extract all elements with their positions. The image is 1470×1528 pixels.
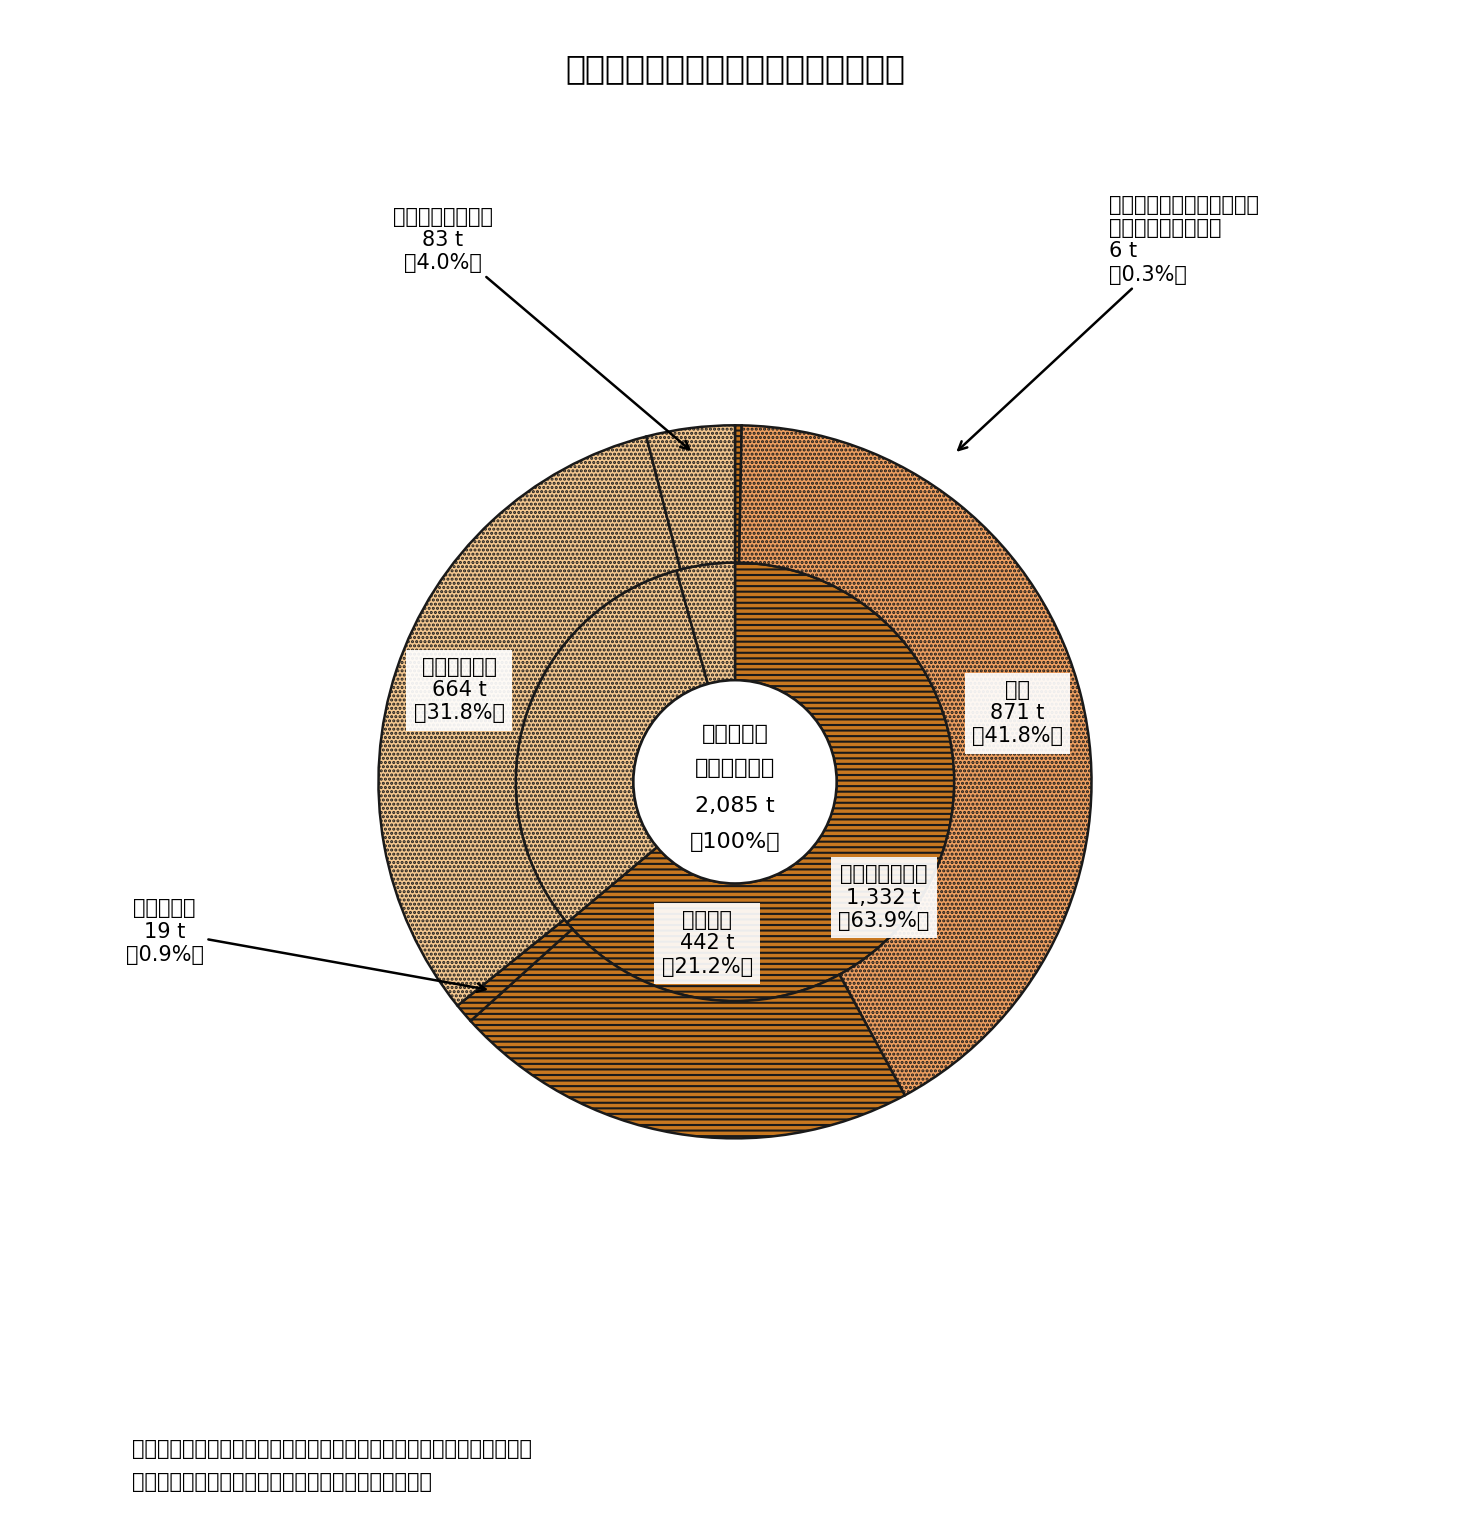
Wedge shape	[378, 437, 681, 1005]
Wedge shape	[516, 570, 709, 923]
Text: と内訳の計が一致しない場合がある（以下同じ。）。: と内訳の計が一致しない場合がある（以下同じ。）。	[132, 1471, 432, 1493]
Wedge shape	[676, 562, 735, 685]
Text: 注：　構成割合については、表示単位未満を四捨五入したため、合計値: 注： 構成割合については、表示単位未満を四捨五入したため、合計値	[132, 1438, 532, 1459]
Text: 令和４年度: 令和４年度	[701, 724, 769, 744]
Wedge shape	[739, 425, 1092, 1096]
Text: ジビエ利用量: ジビエ利用量	[695, 758, 775, 778]
Text: 図　野生鳥獣のジビエ利用量（全国）: 図 野生鳥獣のジビエ利用量（全国）	[564, 52, 906, 86]
Text: その他鳥獣
19 t
（0.9%）: その他鳥獣 19 t （0.9%）	[125, 898, 485, 992]
Text: （100%）: （100%）	[689, 833, 781, 853]
Text: 自家消費向け食肉
83 t
（4.0%）: 自家消費向け食肉 83 t （4.0%）	[392, 206, 689, 449]
Text: ペットフード
664 t
（31.8%）: ペットフード 664 t （31.8%）	[413, 657, 504, 723]
Wedge shape	[567, 562, 954, 1001]
Circle shape	[634, 680, 836, 883]
Text: 2,085 t: 2,085 t	[695, 796, 775, 816]
Text: 解体処理のみを請け負って
依頼者へ渡した食肉
6 t
（0.3%）: 解体処理のみを請け負って 依頼者へ渡した食肉 6 t （0.3%）	[958, 196, 1260, 451]
Wedge shape	[457, 920, 572, 1021]
Text: 食肉として販売
1,332 t
（63.9%）: 食肉として販売 1,332 t （63.9%）	[838, 865, 929, 931]
Text: シカ
871 t
（41.8%）: シカ 871 t （41.8%）	[972, 680, 1063, 746]
Wedge shape	[735, 425, 742, 562]
Wedge shape	[470, 929, 906, 1138]
Text: イノシシ
442 t
（21.2%）: イノシシ 442 t （21.2%）	[662, 911, 753, 976]
Wedge shape	[647, 425, 735, 570]
